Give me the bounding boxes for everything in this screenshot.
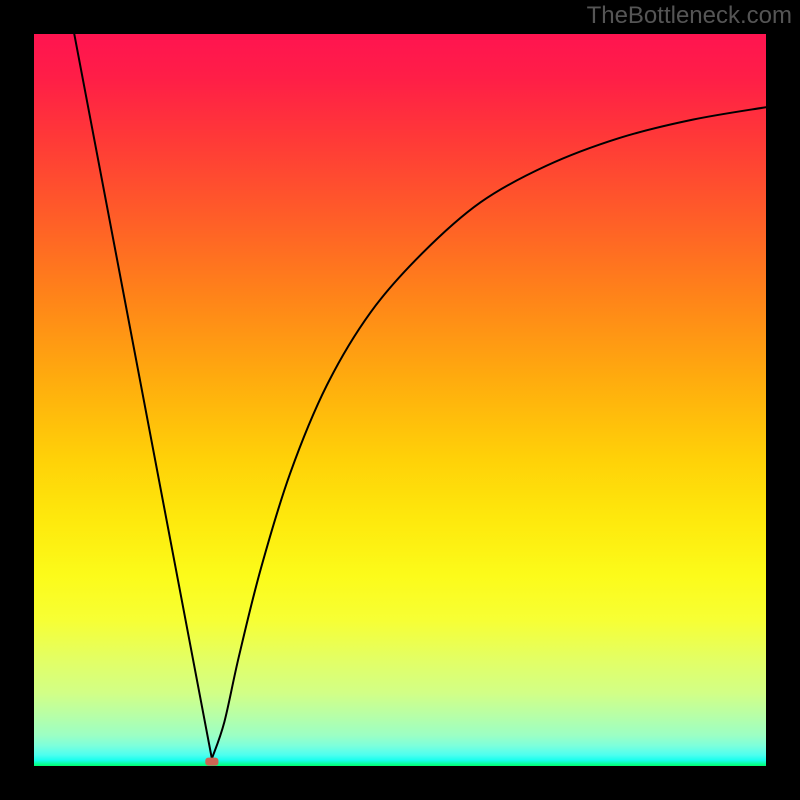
vertex-marker: [205, 758, 218, 766]
watermark-text: TheBottleneck.com: [587, 2, 792, 30]
chart-container: TheBottleneck.com: [0, 0, 800, 800]
chart-svg: [34, 34, 766, 766]
plot-area: [34, 34, 766, 766]
